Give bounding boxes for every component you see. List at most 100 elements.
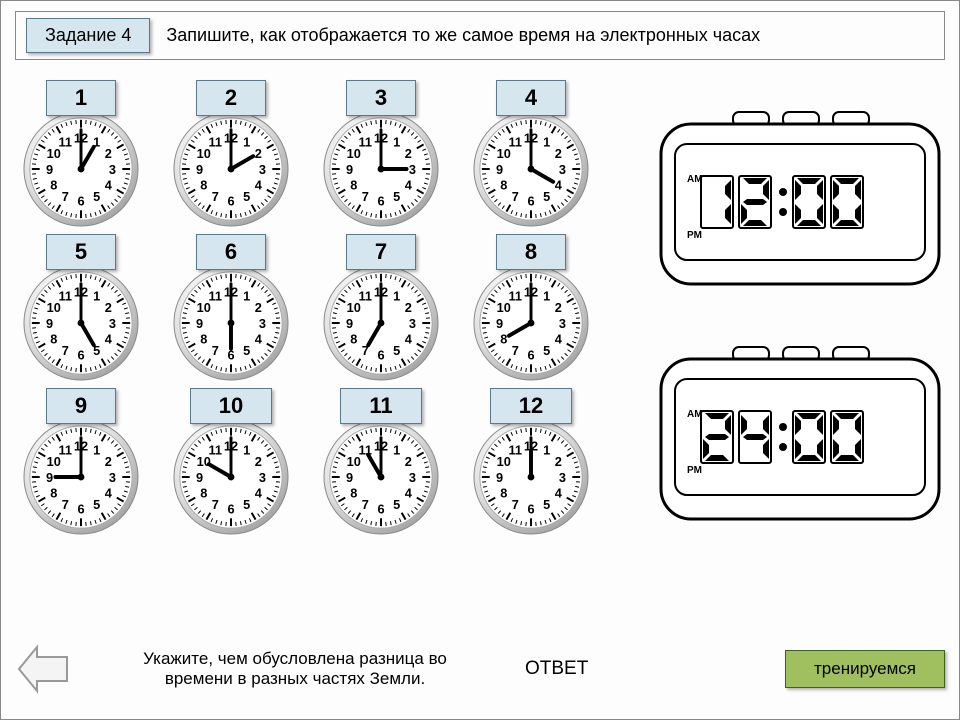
analog-clock-face: 121234567891011: [172, 110, 290, 228]
svg-text:9: 9: [46, 470, 53, 485]
svg-text:3: 3: [559, 162, 566, 177]
svg-text:4: 4: [555, 486, 563, 501]
digital-clock: AM PM: [655, 110, 945, 290]
clock-number-label: 10: [190, 388, 272, 424]
svg-text:11: 11: [509, 443, 523, 458]
svg-text:11: 11: [59, 289, 72, 304]
svg-text:4: 4: [405, 486, 413, 501]
clock-cell[interactable]: 10 121234567891011: [165, 388, 297, 536]
svg-text:3: 3: [109, 162, 116, 177]
svg-text:4: 4: [105, 332, 113, 347]
svg-text:1: 1: [393, 135, 400, 150]
svg-text:PM: PM: [687, 230, 702, 241]
svg-text:8: 8: [350, 178, 357, 193]
svg-text:7: 7: [62, 497, 69, 512]
svg-text:9: 9: [46, 316, 53, 331]
header-bar: Задание 4 Запишите, как отображается то …: [15, 11, 945, 60]
svg-text:2: 2: [405, 454, 412, 469]
svg-text:6: 6: [77, 347, 84, 362]
svg-text:5: 5: [543, 343, 550, 358]
clock-cell[interactable]: 3 121234567891011: [315, 80, 447, 228]
svg-text:3: 3: [259, 316, 266, 331]
svg-text:9: 9: [346, 316, 353, 331]
svg-text:7: 7: [512, 497, 519, 512]
clock-cell[interactable]: 12 121234567891011: [465, 388, 597, 536]
svg-text:11: 11: [209, 135, 223, 150]
clock-number-label: 8: [496, 234, 566, 270]
clock-number-label: 9: [46, 388, 116, 424]
clock-cell[interactable]: 9 121234567891011: [15, 388, 147, 536]
svg-text:7: 7: [512, 343, 519, 358]
svg-text:11: 11: [509, 135, 523, 150]
clock-cell[interactable]: 6 121234567891011: [165, 234, 297, 382]
svg-text:5: 5: [243, 189, 250, 204]
analog-clock-face: 121234567891011: [472, 418, 590, 536]
analog-clock-face: 121234567891011: [172, 264, 290, 382]
clock-number-label: 1: [46, 80, 116, 116]
svg-text:5: 5: [243, 343, 250, 358]
answer-label[interactable]: ОТВЕТ: [525, 658, 588, 680]
svg-text:9: 9: [346, 162, 353, 177]
svg-text:1: 1: [243, 289, 250, 304]
svg-text:3: 3: [409, 162, 416, 177]
analog-clock-face: 121234567891011: [172, 418, 290, 536]
svg-text:3: 3: [409, 470, 416, 485]
clock-number-label: 3: [346, 80, 416, 116]
svg-text:9: 9: [496, 470, 503, 485]
svg-text:1: 1: [543, 443, 550, 458]
analog-clock-face: 121234567891011: [22, 110, 140, 228]
svg-text:11: 11: [509, 289, 523, 304]
svg-text:1: 1: [93, 289, 100, 304]
clock-cell[interactable]: 2 121234567891011: [165, 80, 297, 228]
svg-text:8: 8: [200, 178, 207, 193]
svg-text:11: 11: [209, 443, 223, 458]
svg-text:1: 1: [243, 135, 250, 150]
clock-cell[interactable]: 8 121234567891011: [465, 234, 597, 382]
instruction-text: Запишите, как отображается то же самое в…: [166, 25, 934, 46]
clock-cell[interactable]: 4 121234567891011: [465, 80, 597, 228]
svg-text:1: 1: [393, 289, 400, 304]
svg-text:11: 11: [359, 289, 373, 304]
svg-text:5: 5: [393, 343, 400, 358]
clock-cell[interactable]: 11 121234567891011: [315, 388, 447, 536]
svg-text:9: 9: [346, 470, 353, 485]
clock-number-label: 5: [46, 234, 116, 270]
svg-text:7: 7: [62, 343, 69, 358]
svg-text:6: 6: [527, 347, 534, 362]
svg-text:11: 11: [59, 135, 72, 150]
svg-text:7: 7: [62, 189, 69, 204]
svg-text:9: 9: [196, 470, 203, 485]
svg-text:8: 8: [200, 486, 207, 501]
task-badge: Задание 4: [26, 18, 150, 53]
svg-text:8: 8: [500, 486, 507, 501]
svg-text:3: 3: [559, 470, 566, 485]
clock-cell[interactable]: 7 121234567891011: [315, 234, 447, 382]
svg-text:1: 1: [93, 443, 100, 458]
main-area: 1 121234567891011 2 121234567891011: [1, 60, 959, 536]
svg-text:8: 8: [350, 486, 357, 501]
svg-text:3: 3: [259, 470, 266, 485]
svg-text:4: 4: [255, 178, 263, 193]
svg-text:3: 3: [259, 162, 266, 177]
svg-text:2: 2: [105, 146, 112, 161]
svg-text:5: 5: [93, 497, 100, 512]
svg-text:4: 4: [105, 178, 113, 193]
svg-text:3: 3: [559, 316, 566, 331]
svg-text:2: 2: [405, 300, 412, 315]
svg-text:9: 9: [196, 316, 203, 331]
svg-text:7: 7: [212, 189, 219, 204]
back-arrow-icon[interactable]: [15, 639, 75, 699]
analog-clock-face: 121234567891011: [322, 418, 440, 536]
clock-cell[interactable]: 5 121234567891011: [15, 234, 147, 382]
practice-button[interactable]: тренируемся: [785, 650, 945, 688]
svg-text:PM: PM: [687, 465, 702, 476]
svg-text:2: 2: [105, 454, 112, 469]
analog-clock-face: 121234567891011: [322, 264, 440, 382]
svg-text:8: 8: [50, 332, 57, 347]
svg-text:5: 5: [543, 497, 550, 512]
svg-text:3: 3: [109, 470, 116, 485]
svg-text:6: 6: [227, 501, 234, 516]
clock-cell[interactable]: 1 121234567891011: [15, 80, 147, 228]
clock-number-label: 12: [490, 388, 572, 424]
svg-text:5: 5: [393, 189, 400, 204]
